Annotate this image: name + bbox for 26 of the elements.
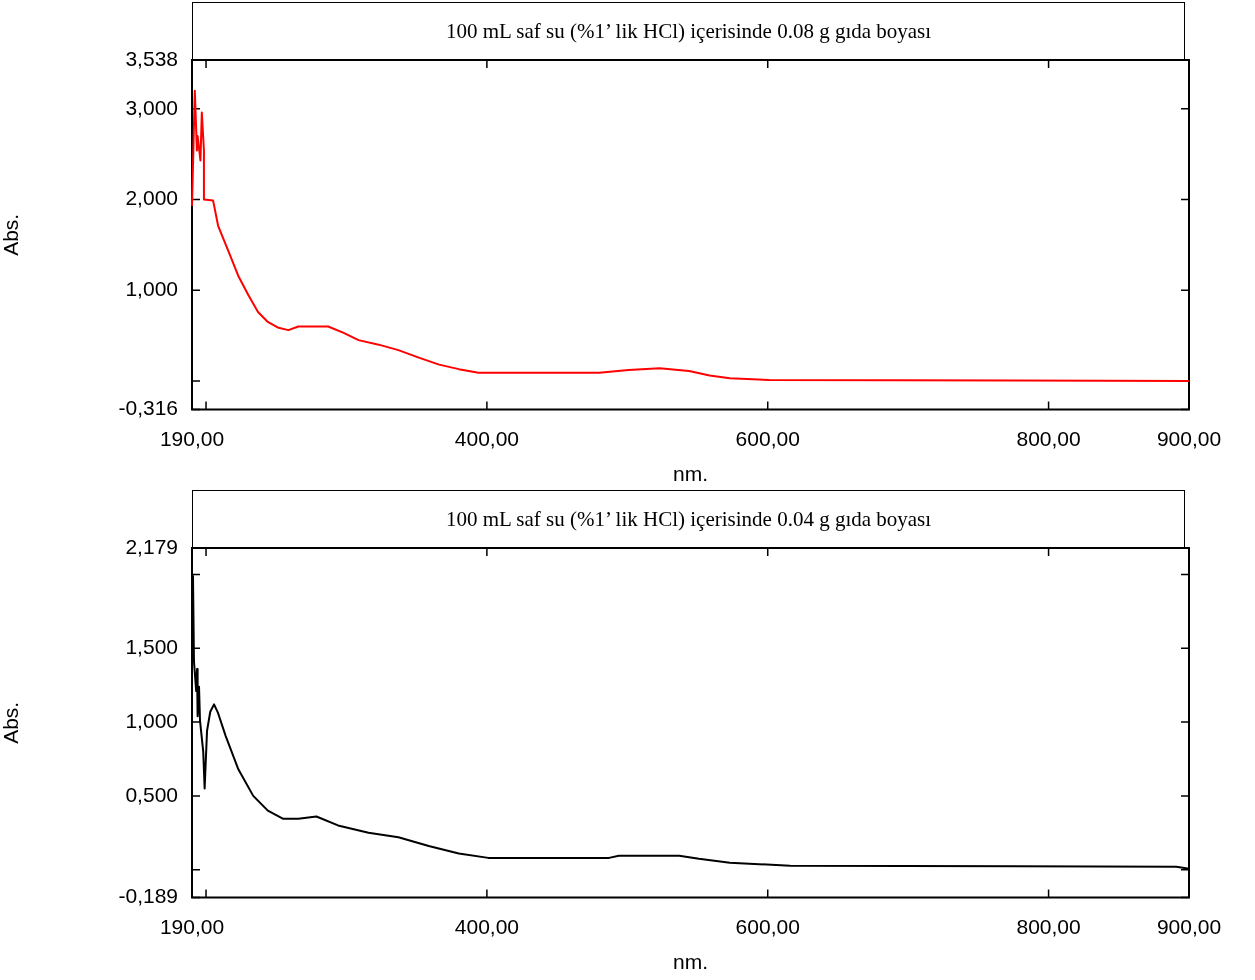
- x-tick-label: 190,00: [159, 427, 225, 450]
- x-axis-title: nm.: [672, 462, 709, 486]
- y-axis-title: Abs.: [0, 213, 23, 256]
- y-tick-label: 3,000: [125, 95, 178, 119]
- x-tick-label: 600,00: [735, 427, 800, 450]
- y-tick-label: 1,000: [125, 277, 178, 301]
- y-tick-label: -0,189: [118, 884, 178, 908]
- x-tick-label: 900,00: [1156, 915, 1222, 938]
- y-tick-label: 2,000: [125, 186, 178, 210]
- y-axis-title: Abs.: [0, 701, 23, 744]
- y-tick-label: 1,000: [125, 708, 178, 732]
- y-tick-label: 3,538: [125, 46, 178, 70]
- x-tick-label: 600,00: [735, 915, 800, 938]
- x-tick-label: 900,00: [1156, 427, 1222, 450]
- x-tick-label: 800,00: [1016, 427, 1081, 450]
- x-axis-title: nm.: [672, 950, 709, 974]
- x-tick-label: 800,00: [1016, 915, 1081, 938]
- y-tick-label: 0,500: [125, 782, 178, 806]
- y-tick-label: -0,316: [118, 396, 178, 420]
- y-tick-label: 2,179: [125, 534, 178, 558]
- x-tick-label: 400,00: [454, 915, 519, 938]
- y-tick-label: 1,500: [125, 635, 178, 659]
- x-tick-label: 190,00: [159, 915, 225, 938]
- chart-title: 100 mL saf su (%1’ lik HCl) içerisinde 0.08 g gıda boyası: [192, 2, 1185, 60]
- chart-title: 100 mL saf su (%1’ lik HCl) içerisinde 0.04 g gıda boyası: [192, 490, 1185, 548]
- x-tick-label: 400,00: [454, 427, 519, 450]
